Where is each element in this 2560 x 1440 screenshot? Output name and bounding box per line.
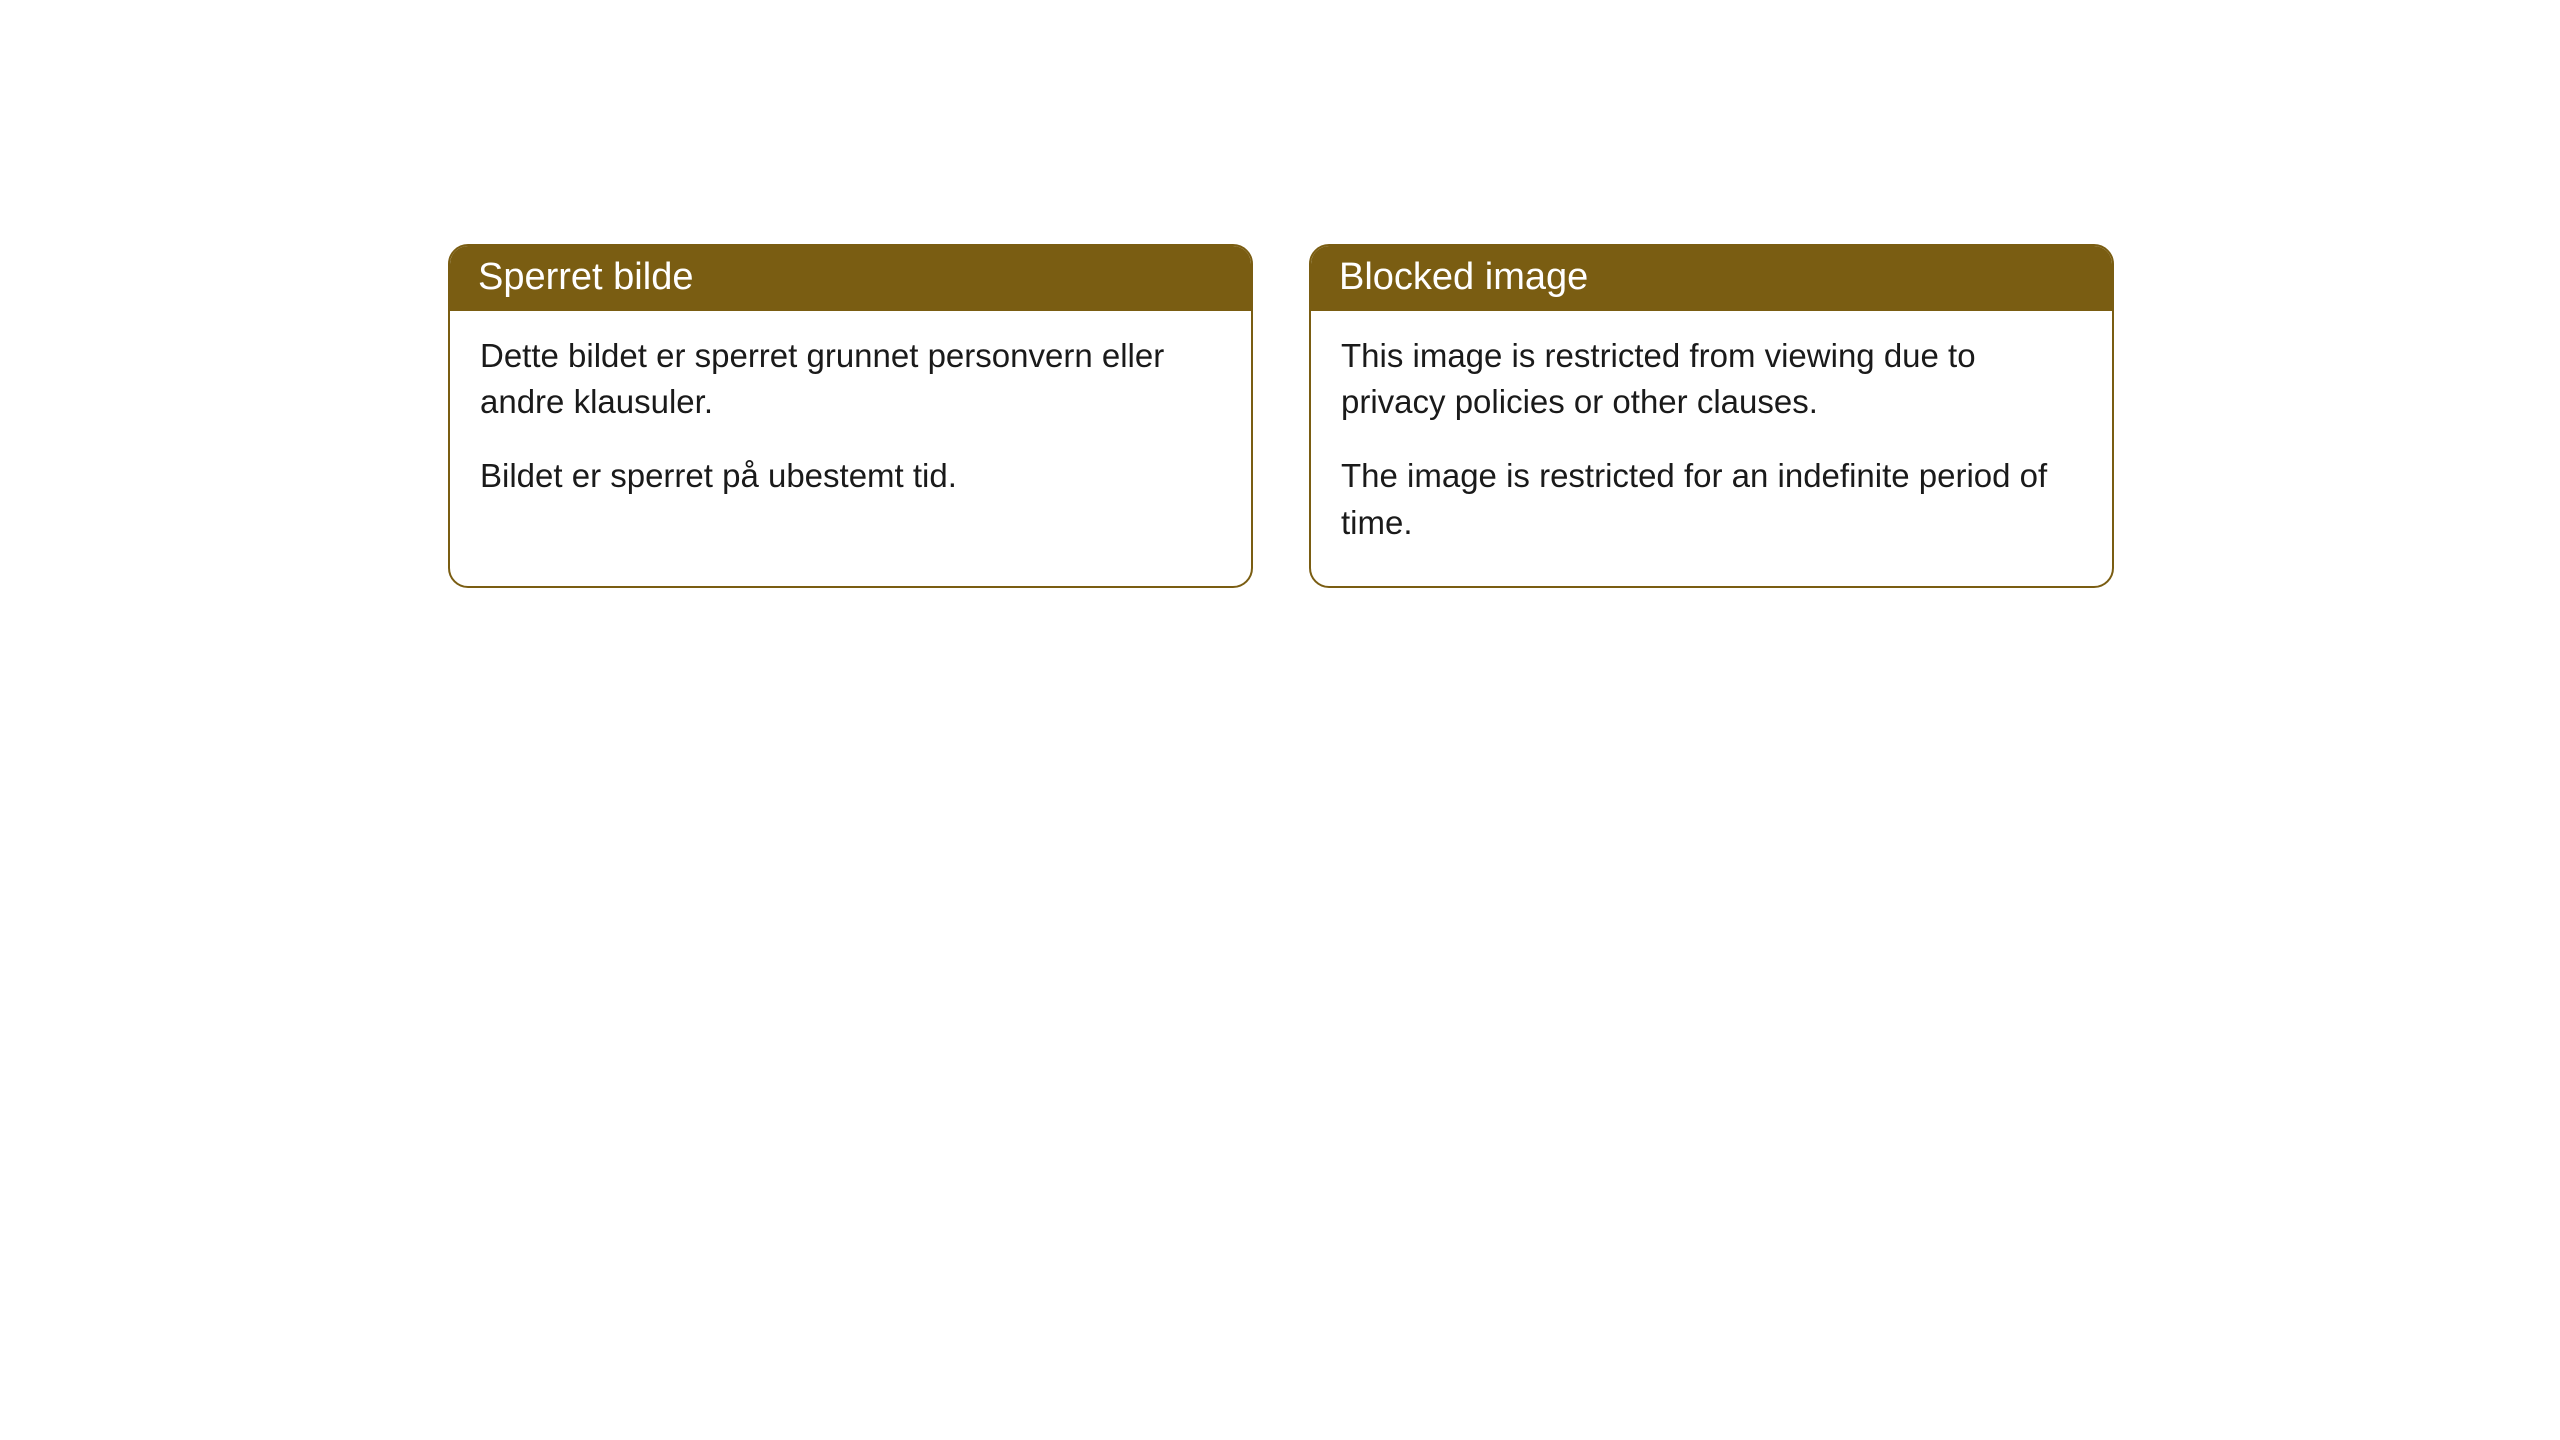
card-paragraph: This image is restricted from viewing du… <box>1341 333 2082 425</box>
card-title: Blocked image <box>1339 256 1588 298</box>
card-title: Sperret bilde <box>478 256 693 298</box>
card-blocked-english: Blocked image This image is restricted f… <box>1309 244 2114 588</box>
card-body: Dette bildet er sperret grunnet personve… <box>450 311 1251 540</box>
card-header: Blocked image <box>1311 246 2112 311</box>
card-blocked-norwegian: Sperret bilde Dette bildet er sperret gr… <box>448 244 1253 588</box>
card-paragraph: Dette bildet er sperret grunnet personve… <box>480 333 1221 425</box>
card-paragraph: The image is restricted for an indefinit… <box>1341 453 2082 545</box>
card-paragraph: Bildet er sperret på ubestemt tid. <box>480 453 1221 499</box>
card-body: This image is restricted from viewing du… <box>1311 311 2112 586</box>
card-header: Sperret bilde <box>450 246 1251 311</box>
cards-container: Sperret bilde Dette bildet er sperret gr… <box>0 0 2560 588</box>
